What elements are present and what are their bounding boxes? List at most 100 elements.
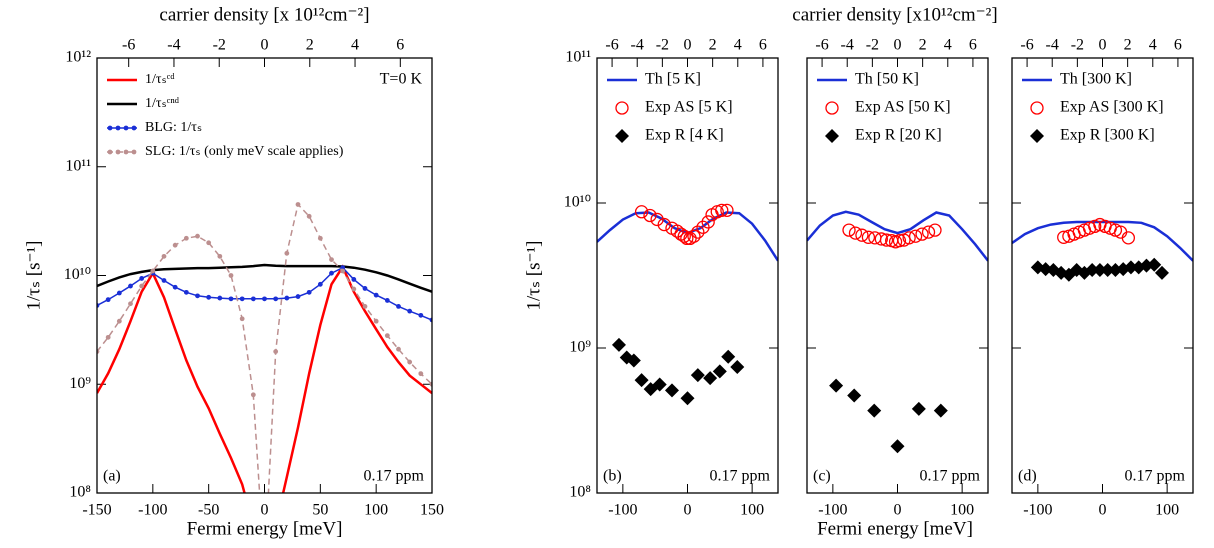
point <box>284 250 290 256</box>
point <box>362 303 368 309</box>
x-tick-label: -150 <box>82 502 111 519</box>
point <box>634 373 649 388</box>
plot-area <box>597 203 778 406</box>
point <box>829 378 844 393</box>
point <box>306 213 312 219</box>
point <box>217 253 223 259</box>
point <box>1154 265 1169 280</box>
point <box>228 296 234 302</box>
point <box>183 289 189 295</box>
x-tick-label: -100 <box>608 502 637 519</box>
panel-note: 0.17 ppm <box>1125 468 1186 485</box>
point <box>650 212 664 227</box>
y-tick-label: 10⁸ <box>69 484 91 501</box>
x-tick-label: 100 <box>1155 502 1179 519</box>
legend-marker <box>1030 129 1044 143</box>
point <box>902 231 916 245</box>
x-tick-label: 150 <box>420 502 444 519</box>
point <box>879 233 894 247</box>
point <box>1147 257 1162 272</box>
point <box>396 303 401 309</box>
x2-tick-label: 6 <box>759 37 767 54</box>
point <box>329 257 334 263</box>
point <box>418 371 424 377</box>
y-tick-label: 10⁹ <box>69 375 91 392</box>
point <box>396 346 401 352</box>
point <box>340 268 346 274</box>
y-tick-label: 10¹¹ <box>565 49 591 66</box>
x2-tick-label: -4 <box>1046 37 1059 54</box>
legend-dot <box>131 125 137 131</box>
y-tick-label: 10⁸ <box>569 484 591 501</box>
x2-tick-label: -4 <box>167 37 180 54</box>
x-tick-label: 100 <box>364 502 388 519</box>
point <box>317 235 323 241</box>
point <box>161 253 167 259</box>
point <box>911 401 926 416</box>
point <box>720 203 734 217</box>
panel-note: 0.17 ppm <box>920 468 981 485</box>
x2-tick-label: 0 <box>1099 37 1107 54</box>
point <box>1123 260 1138 275</box>
point <box>195 293 200 299</box>
point <box>721 349 736 364</box>
point <box>116 318 122 324</box>
x2-tick-label: 2 <box>306 37 314 54</box>
x2-tick-label: 0 <box>894 37 902 54</box>
series-line <box>97 266 432 321</box>
point <box>867 403 882 418</box>
point <box>855 228 869 242</box>
point <box>206 240 212 246</box>
point <box>861 230 876 244</box>
point <box>890 439 905 454</box>
x2-tick-label: -4 <box>631 37 644 54</box>
point <box>657 217 671 232</box>
x-tick-label: -100 <box>138 502 167 519</box>
x2-tick-label: -2 <box>213 37 226 54</box>
legend-dot <box>115 125 121 131</box>
point <box>1085 263 1100 278</box>
point <box>273 296 279 302</box>
legend-label: Exp R [300 K] <box>1060 127 1155 144</box>
x2-tick-label: -6 <box>815 37 828 54</box>
plot-frame <box>1011 57 1194 494</box>
point <box>908 229 923 243</box>
point <box>687 229 701 243</box>
x2-tick-label: 4 <box>351 37 359 54</box>
x2-tick-label: -6 <box>1020 37 1033 54</box>
point <box>384 298 390 303</box>
series-line <box>1012 220 1193 262</box>
point <box>116 290 122 296</box>
panel-note: 0.17 ppm <box>710 468 771 485</box>
x2-tick-label: -2 <box>656 37 669 54</box>
point <box>690 368 705 383</box>
legend-label: Th [300 K] <box>1060 71 1132 88</box>
panel-label: (a) <box>103 468 121 485</box>
x-tick-label: -100 <box>1023 502 1052 519</box>
x2-tick-label: 0 <box>684 37 692 54</box>
plot-area <box>1012 217 1193 282</box>
point <box>703 371 718 386</box>
y-axis-label: 1/τₛ [s⁻¹] <box>523 240 544 310</box>
point <box>351 277 357 282</box>
x-tick-label: -50 <box>198 502 219 519</box>
point <box>317 281 323 287</box>
x2-tick-label: 6 <box>969 37 977 54</box>
x-tick-label: 50 <box>312 502 328 519</box>
point <box>611 337 626 352</box>
legend-dot <box>107 149 113 155</box>
x-tick-label: 0 <box>894 502 902 519</box>
legend-marker <box>825 129 839 143</box>
point <box>172 284 178 290</box>
point <box>295 202 301 207</box>
legend-dot <box>123 125 129 131</box>
legend-dot <box>107 125 113 131</box>
point <box>250 296 256 302</box>
point <box>874 232 888 246</box>
x2-tick-label: 2 <box>919 37 927 54</box>
point <box>306 289 312 295</box>
x2-tick-label: 2 <box>709 37 717 54</box>
point <box>273 349 279 354</box>
point <box>128 283 133 289</box>
